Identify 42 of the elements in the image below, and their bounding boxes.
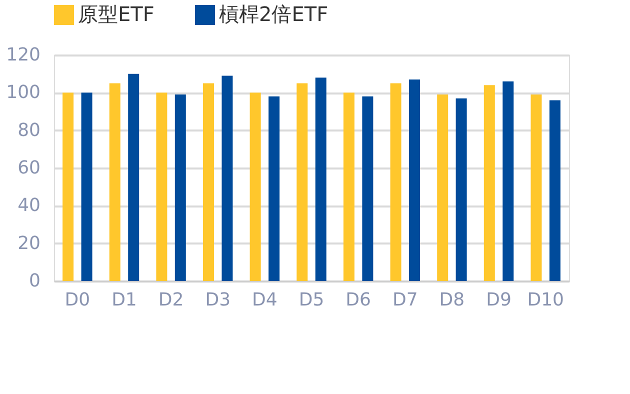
y-tick-label: 0 xyxy=(29,270,40,292)
bar xyxy=(62,92,74,281)
bar xyxy=(456,98,467,281)
x-tick-label: D0 xyxy=(64,290,90,310)
bar xyxy=(343,92,354,281)
x-tick-label: D6 xyxy=(346,290,371,310)
bar xyxy=(315,78,326,281)
bar xyxy=(437,94,448,281)
bar xyxy=(222,76,233,281)
x-tick-label: D4 xyxy=(252,290,278,310)
y-tick-label: 80 xyxy=(18,120,40,141)
x-tick-label: D8 xyxy=(439,290,465,310)
bar xyxy=(156,92,168,281)
y-tick-label: 100 xyxy=(6,82,40,104)
bar xyxy=(268,96,280,281)
x-tick-label: D3 xyxy=(205,290,231,310)
bar xyxy=(109,83,120,281)
bar xyxy=(502,81,514,281)
x-tick-label: D7 xyxy=(392,290,418,310)
x-tick-label: D5 xyxy=(298,290,324,310)
bar xyxy=(530,94,542,281)
x-tick-label: D9 xyxy=(486,290,512,310)
bar xyxy=(484,85,495,281)
bar xyxy=(203,83,214,281)
y-tick-label: 20 xyxy=(18,232,40,254)
x-tick-label: D10 xyxy=(527,290,564,310)
bar xyxy=(409,79,420,281)
legend-label: 槓桿2倍ETF xyxy=(219,2,328,26)
bar xyxy=(362,96,374,281)
legend-label: 原型ETF xyxy=(78,2,154,26)
bar xyxy=(390,83,402,281)
bar xyxy=(250,92,261,281)
x-tick-label: D2 xyxy=(158,290,184,310)
bar xyxy=(128,74,140,281)
y-tick-label: 40 xyxy=(18,195,40,216)
x-tick-label: D1 xyxy=(112,290,137,310)
bar xyxy=(549,100,560,281)
bar xyxy=(174,94,186,281)
bar xyxy=(81,92,92,281)
y-tick-label: 120 xyxy=(6,44,40,66)
bar xyxy=(296,83,308,281)
y-tick-label: 60 xyxy=(18,158,40,178)
